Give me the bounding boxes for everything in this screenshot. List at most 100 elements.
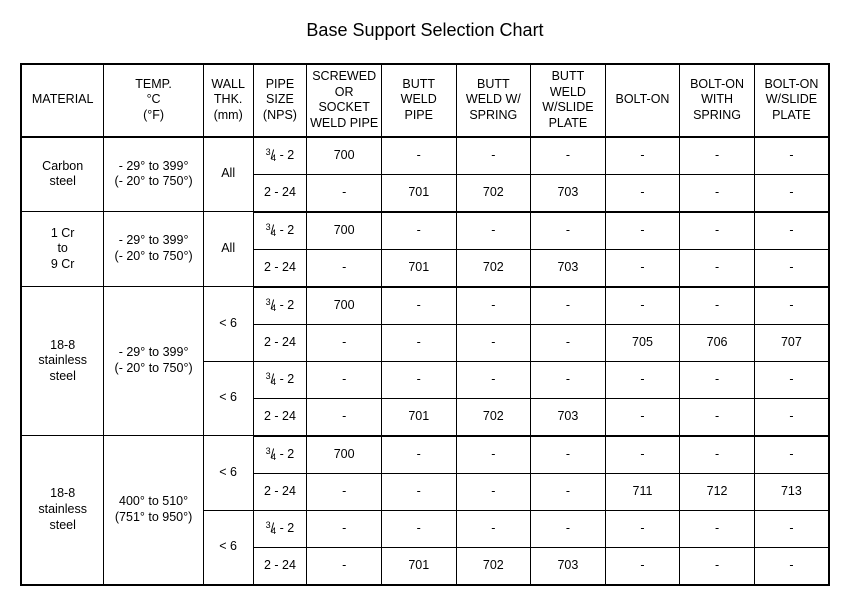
cell-value: -	[605, 249, 680, 287]
cell-value: 701	[381, 398, 456, 436]
cell-value: 702	[456, 174, 531, 212]
cell-value: -	[307, 398, 382, 436]
cell-value: -	[605, 510, 680, 547]
cell-value: -	[456, 436, 531, 474]
cell-value: -	[307, 324, 382, 361]
cell-value: -	[680, 547, 755, 585]
cell-value: 702	[456, 249, 531, 287]
cell-value: 703	[531, 174, 606, 212]
cell-temp: 400° to 510°(751° to 950°)	[104, 436, 203, 585]
cell-material: Carbonsteel	[21, 137, 104, 212]
cell-value: -	[605, 137, 680, 175]
chart-title: Base Support Selection Chart	[20, 20, 830, 41]
cell-pipe: 2 - 24	[253, 398, 307, 436]
cell-value: 702	[456, 398, 531, 436]
cell-value: -	[531, 436, 606, 474]
cell-value: -	[754, 249, 829, 287]
cell-value: 701	[381, 547, 456, 585]
cell-value: -	[680, 249, 755, 287]
cell-value: -	[307, 510, 382, 547]
hdr-wall: WALLTHK.(mm)	[203, 64, 253, 137]
cell-value: -	[754, 547, 829, 585]
cell-value: -	[381, 137, 456, 175]
cell-value: -	[754, 287, 829, 325]
cell-value: -	[381, 361, 456, 398]
cell-value: -	[605, 287, 680, 325]
cell-value: -	[381, 473, 456, 510]
cell-value: -	[456, 287, 531, 325]
cell-value: 703	[531, 547, 606, 585]
cell-value: -	[754, 174, 829, 212]
cell-wall: < 6	[203, 361, 253, 436]
hdr-c7: BOLT-ONW/SLIDEPLATE	[754, 64, 829, 137]
cell-value: -	[381, 212, 456, 250]
cell-pipe: 3/4 - 2	[253, 287, 307, 325]
cell-value: 707	[754, 324, 829, 361]
cell-value: -	[754, 212, 829, 250]
hdr-c4: BUTTWELDW/SLIDEPLATE	[531, 64, 606, 137]
cell-value: -	[456, 473, 531, 510]
cell-value: -	[531, 510, 606, 547]
cell-value: 700	[307, 287, 382, 325]
cell-value: -	[605, 361, 680, 398]
cell-wall: All	[203, 212, 253, 287]
cell-value: -	[680, 287, 755, 325]
cell-value: -	[307, 473, 382, 510]
cell-value: -	[531, 212, 606, 250]
cell-value: -	[754, 510, 829, 547]
table-row: 18-8stainlesssteel- 29° to 399°(- 20° to…	[21, 287, 829, 325]
cell-pipe: 3/4 - 2	[253, 436, 307, 474]
cell-value: -	[754, 398, 829, 436]
hdr-pipe: PIPESIZE(NPS)	[253, 64, 307, 137]
cell-material: 18-8stainlesssteel	[21, 287, 104, 436]
cell-value: 703	[531, 249, 606, 287]
hdr-c1: SCREWEDOR SOCKETWELD PIPE	[307, 64, 382, 137]
cell-pipe: 2 - 24	[253, 547, 307, 585]
cell-temp: - 29° to 399°(- 20° to 750°)	[104, 212, 203, 287]
cell-value: -	[456, 324, 531, 361]
cell-value: 701	[381, 174, 456, 212]
cell-value: -	[680, 436, 755, 474]
cell-value: -	[381, 436, 456, 474]
cell-wall: < 6	[203, 510, 253, 585]
cell-value: -	[754, 137, 829, 175]
cell-value: 700	[307, 137, 382, 175]
cell-pipe: 2 - 24	[253, 174, 307, 212]
selection-table: MATERIAL TEMP.°C(°F) WALLTHK.(mm) PIPESI…	[20, 63, 830, 586]
cell-material: 18-8stainlesssteel	[21, 436, 104, 585]
cell-value: -	[307, 361, 382, 398]
cell-value: -	[381, 510, 456, 547]
cell-value: -	[531, 324, 606, 361]
cell-value: 700	[307, 212, 382, 250]
cell-pipe: 3/4 - 2	[253, 137, 307, 175]
cell-value: 701	[381, 249, 456, 287]
cell-value: -	[381, 287, 456, 325]
cell-value: -	[531, 473, 606, 510]
cell-pipe: 3/4 - 2	[253, 361, 307, 398]
cell-temp: - 29° to 399°(- 20° to 750°)	[104, 287, 203, 436]
cell-value: -	[605, 212, 680, 250]
cell-value: 702	[456, 547, 531, 585]
cell-pipe: 3/4 - 2	[253, 212, 307, 250]
cell-wall: < 6	[203, 287, 253, 362]
cell-value: -	[605, 436, 680, 474]
cell-value: -	[605, 547, 680, 585]
cell-value: -	[307, 249, 382, 287]
cell-value: 706	[680, 324, 755, 361]
cell-value: 713	[754, 473, 829, 510]
cell-pipe: 2 - 24	[253, 324, 307, 361]
cell-pipe: 2 - 24	[253, 249, 307, 287]
cell-value: -	[531, 137, 606, 175]
cell-value: -	[307, 547, 382, 585]
cell-value: -	[680, 137, 755, 175]
hdr-c5: BOLT-ON	[605, 64, 680, 137]
cell-value: 712	[680, 473, 755, 510]
cell-value: -	[531, 287, 606, 325]
hdr-c6: BOLT-ONWITHSPRING	[680, 64, 755, 137]
hdr-c3: BUTTWELD W/SPRING	[456, 64, 531, 137]
cell-value: -	[456, 212, 531, 250]
cell-wall: All	[203, 137, 253, 212]
cell-value: -	[381, 324, 456, 361]
cell-value: -	[605, 174, 680, 212]
cell-value: -	[680, 510, 755, 547]
